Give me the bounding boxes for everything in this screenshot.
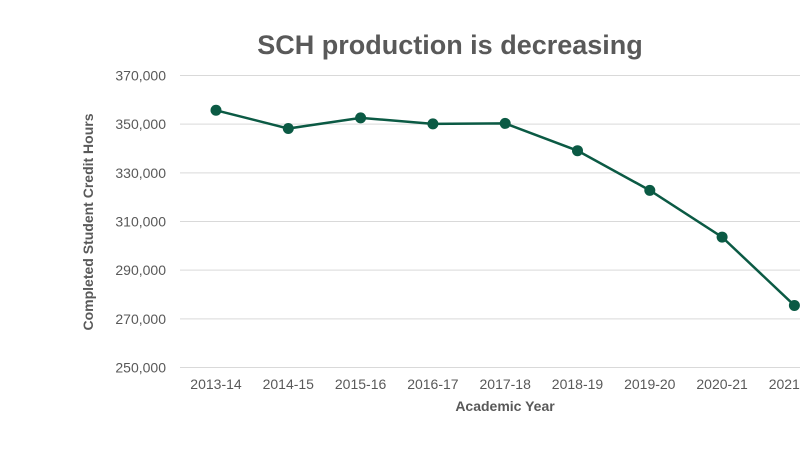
x-tick-label: 2018-19 bbox=[552, 376, 604, 392]
x-tick-label: 2020-21 bbox=[696, 376, 748, 392]
y-tick-label: 330,000 bbox=[115, 165, 166, 181]
data-point-2015-16 bbox=[355, 112, 367, 124]
y-tick-label: 350,000 bbox=[115, 116, 166, 132]
x-tick-label: 2016-17 bbox=[407, 376, 459, 392]
y-tick-label: 310,000 bbox=[115, 214, 166, 230]
x-tick-label: 2021-22 bbox=[769, 376, 800, 392]
x-axis-ticks: 2013-14 2014-15 2015-16 2016-17 2017-18 2018-… bbox=[190, 376, 800, 392]
data-point-2020-21 bbox=[716, 231, 728, 243]
x-tick-label: 2019-20 bbox=[624, 376, 676, 392]
series-line bbox=[215, 109, 796, 307]
y-tick-label: 290,000 bbox=[115, 262, 166, 278]
data-point-2016-17 bbox=[427, 118, 439, 130]
y-tick-label: 270,000 bbox=[115, 311, 166, 327]
chart-title: SCH production is decreasing bbox=[257, 30, 643, 60]
y-axis-label: Completed Student Credit Hours bbox=[80, 113, 96, 330]
data-point-2014-15 bbox=[282, 123, 294, 135]
data-points bbox=[210, 104, 800, 311]
x-tick-label: 2015-16 bbox=[335, 376, 387, 392]
y-axis-ticks: 250,000 270,000 290,000 310,000 330,000 350,0… bbox=[115, 68, 166, 376]
data-point-2017-18 bbox=[499, 117, 511, 129]
gridlines bbox=[180, 75, 800, 368]
x-tick-label: 2014-15 bbox=[263, 376, 315, 392]
x-tick-label: 2017-18 bbox=[480, 376, 532, 392]
data-point-2021-22 bbox=[788, 299, 800, 311]
y-tick-label: 250,000 bbox=[115, 360, 166, 376]
data-point-2019-20 bbox=[644, 184, 656, 196]
data-point-2018-19 bbox=[572, 145, 583, 157]
x-axis-label: Academic Year bbox=[455, 398, 555, 414]
y-tick-label: 370,000 bbox=[115, 68, 166, 84]
data-point-2013-14 bbox=[210, 104, 222, 116]
x-tick-label: 2013-14 bbox=[190, 376, 242, 392]
